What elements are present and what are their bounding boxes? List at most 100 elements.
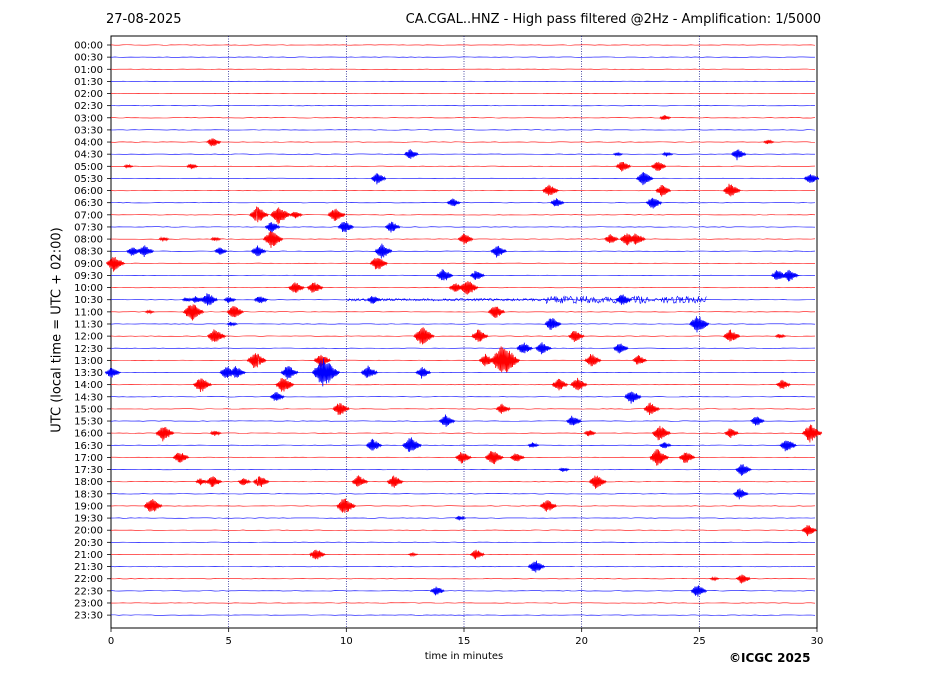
event-19:00-128 (539, 500, 557, 512)
event-16:00-99 (155, 427, 175, 442)
x-tick-label-0: 0 (108, 636, 114, 647)
event-14:00-86 (192, 378, 213, 392)
event-05:00-7 (123, 163, 134, 169)
event-21:00-133 (469, 549, 485, 560)
trace-11:00 (110, 311, 816, 313)
event-08:30-38 (374, 243, 393, 259)
event-08:00-33 (629, 233, 646, 245)
event-10:30-56 (615, 294, 632, 305)
y-tick-label-15:30: 15:30 (74, 417, 103, 428)
trace-04:00 (110, 141, 816, 143)
event-14:30-92 (624, 391, 642, 404)
y-tick-label-04:00: 04:00 (74, 138, 103, 149)
trace-15:00 (110, 408, 816, 410)
trace-13:00 (110, 359, 816, 361)
y-tick-label-04:30: 04:30 (74, 150, 103, 161)
event-06:00-16 (722, 183, 741, 197)
y-tick-label-19:00: 19:00 (74, 501, 103, 512)
event-16:00-102 (651, 425, 671, 441)
trace-07:30 (110, 226, 816, 228)
event-16:30-109 (779, 440, 797, 452)
event-07:00-21 (270, 207, 291, 225)
trace-15:30 (110, 420, 816, 422)
event-14:00-88 (551, 378, 569, 391)
y-tick-label-18:00: 18:00 (74, 477, 103, 488)
event-13:00-76 (489, 346, 521, 373)
trace-03:00 (110, 117, 816, 119)
event-09:30-42 (435, 269, 454, 281)
event-10:00-49 (458, 280, 479, 295)
event-12:30-70 (516, 342, 533, 354)
trace-04:30 (110, 153, 816, 155)
y-tick-label-02:30: 02:30 (74, 101, 103, 112)
event-05:00-10 (650, 161, 667, 171)
y-tick-label-03:30: 03:30 (74, 125, 103, 136)
event-10:30-53 (223, 297, 237, 304)
event-08:00-27 (158, 236, 170, 242)
event-18:00-122 (351, 475, 369, 487)
trace-11:30 (110, 323, 816, 325)
event-11:30-61 (226, 321, 238, 327)
event-04:00-2 (763, 139, 775, 145)
event-17:00-110 (172, 452, 190, 463)
event-15:00-93 (332, 403, 350, 415)
event-11:00-57 (144, 309, 155, 315)
event-17:00-115 (678, 452, 696, 464)
event-17:00-112 (484, 451, 504, 465)
y-tick-label-13:00: 13:00 (74, 356, 103, 367)
y-tick-label-17:30: 17:30 (74, 465, 103, 476)
event-21:00-131 (309, 549, 326, 560)
event-18:00-121 (252, 476, 270, 487)
y-tick-label-15:00: 15:00 (74, 404, 103, 415)
y-axis-label: UTC (local time = UTC + 02:00) (49, 227, 65, 433)
event-22:30-137 (429, 586, 445, 596)
event-09:00-40 (105, 257, 126, 272)
y-tick-label-11:00: 11:00 (74, 307, 103, 318)
trace-02:30 (110, 105, 816, 107)
event-04:30-5 (662, 151, 674, 157)
y-tick-label-13:30: 13:30 (74, 368, 103, 379)
y-tick-label-14:00: 14:00 (74, 380, 103, 391)
y-tick-label-16:00: 16:00 (74, 429, 103, 440)
event-18:00-123 (386, 475, 404, 488)
event-07:30-24 (264, 222, 281, 233)
trace-22:30 (110, 590, 816, 592)
trace-22:00 (110, 578, 816, 580)
event-10:00-46 (288, 282, 305, 293)
event-10:30-50 (181, 297, 194, 302)
trace-06:30 (110, 202, 816, 204)
event-10:00-47 (306, 282, 324, 293)
x-tick-label-5: 5 (225, 636, 231, 647)
event-14:30-91 (269, 392, 285, 401)
event-12:30-72 (613, 343, 629, 354)
event-07:00-22 (289, 211, 303, 219)
event-18:00-120 (237, 478, 252, 486)
event-08:00-30 (457, 233, 474, 245)
event-12:00-64 (207, 329, 227, 342)
event-12:00-65 (413, 327, 435, 345)
event-21:30-134 (527, 560, 546, 573)
event-08:30-34 (126, 247, 142, 256)
event-15:30-97 (566, 415, 582, 426)
y-tick-label-05:30: 05:30 (74, 174, 103, 185)
y-tick-label-18:30: 18:30 (74, 489, 103, 500)
event-17:00-113 (509, 453, 525, 462)
trace-18:00 (110, 481, 816, 483)
trace-13:30 (110, 371, 816, 374)
y-tick-label-14:30: 14:30 (74, 392, 103, 403)
y-tick-label-17:00: 17:00 (74, 453, 103, 464)
event-09:30-43 (469, 270, 485, 280)
y-tick-label-10:30: 10:30 (74, 295, 103, 306)
event-11:30-63 (688, 316, 710, 333)
trace-00:00 (110, 44, 816, 46)
event-05:30-13 (803, 174, 820, 183)
y-tick-label-02:00: 02:00 (74, 89, 103, 100)
event-06:30-19 (645, 197, 663, 209)
trace-20:00 (110, 529, 816, 531)
event-16:00-104 (801, 424, 823, 443)
event-19:30-129 (454, 515, 467, 521)
event-09:30-45 (782, 269, 799, 282)
event-18:30-125 (733, 488, 749, 500)
event-07:00-23 (327, 208, 346, 221)
trace-23:00 (110, 602, 816, 604)
